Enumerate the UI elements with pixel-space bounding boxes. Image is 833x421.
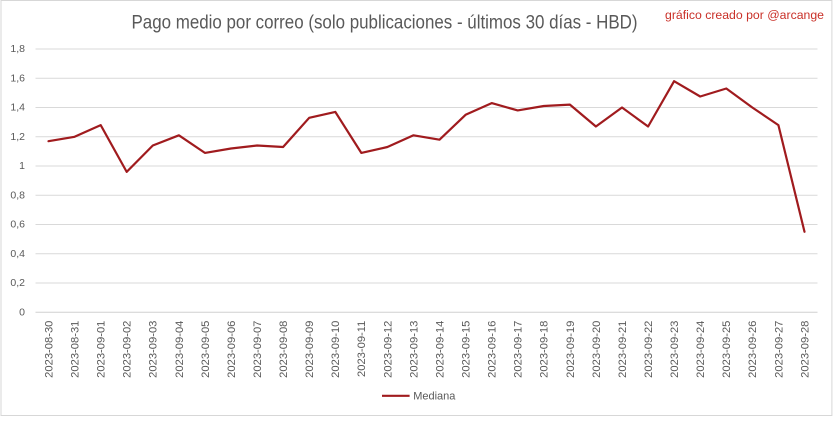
svg-text:2023-09-15: 2023-09-15 (461, 321, 473, 378)
svg-text:2023-09-09: 2023-09-09 (304, 321, 316, 378)
svg-text:1,4: 1,4 (10, 102, 25, 114)
svg-text:0: 0 (19, 306, 25, 318)
svg-text:2023-09-10: 2023-09-10 (330, 321, 342, 378)
svg-text:1: 1 (19, 160, 25, 172)
svg-text:2023-09-20: 2023-09-20 (591, 321, 603, 378)
svg-text:2023-09-13: 2023-09-13 (408, 321, 420, 378)
svg-text:1,6: 1,6 (10, 72, 25, 84)
svg-text:1,2: 1,2 (10, 131, 25, 143)
svg-text:2023-09-22: 2023-09-22 (643, 321, 655, 378)
svg-text:2023-09-21: 2023-09-21 (617, 321, 629, 378)
svg-text:2023-09-04: 2023-09-04 (174, 321, 186, 378)
svg-text:1,8: 1,8 (10, 43, 25, 55)
svg-text:2023-09-25: 2023-09-25 (721, 321, 733, 378)
svg-text:2023-09-06: 2023-09-06 (226, 321, 238, 378)
svg-text:0,6: 0,6 (10, 219, 25, 231)
svg-text:gráfico creado por @arcange: gráfico creado por @arcange (665, 8, 824, 22)
svg-text:2023-09-12: 2023-09-12 (382, 321, 394, 378)
svg-text:2023-09-01: 2023-09-01 (96, 321, 108, 378)
svg-text:2023-09-16: 2023-09-16 (487, 321, 499, 378)
svg-text:2023-09-07: 2023-09-07 (252, 321, 264, 378)
svg-text:2023-09-14: 2023-09-14 (434, 321, 446, 378)
svg-text:2023-09-24: 2023-09-24 (695, 321, 707, 378)
svg-text:2023-09-23: 2023-09-23 (669, 321, 681, 378)
svg-text:2023-08-30: 2023-08-30 (43, 321, 55, 378)
svg-text:2023-09-28: 2023-09-28 (799, 321, 811, 378)
svg-text:2023-08-31: 2023-08-31 (70, 321, 82, 378)
svg-text:2023-09-08: 2023-09-08 (278, 321, 290, 378)
svg-text:2023-09-05: 2023-09-05 (200, 321, 212, 378)
svg-text:2023-09-19: 2023-09-19 (565, 321, 577, 378)
svg-text:0,4: 0,4 (10, 248, 25, 260)
svg-text:0,8: 0,8 (10, 189, 25, 201)
svg-text:2023-09-26: 2023-09-26 (747, 321, 759, 378)
svg-text:2023-09-27: 2023-09-27 (773, 321, 785, 378)
svg-text:0,2: 0,2 (10, 277, 25, 289)
svg-text:2023-09-11: 2023-09-11 (356, 321, 368, 377)
svg-text:2023-09-03: 2023-09-03 (148, 321, 160, 378)
svg-text:Pago medio por correo (solo pu: Pago medio por correo (solo publicacione… (132, 12, 638, 33)
svg-text:2023-09-02: 2023-09-02 (122, 321, 134, 378)
svg-text:2023-09-18: 2023-09-18 (539, 321, 551, 378)
svg-text:2023-09-17: 2023-09-17 (513, 321, 525, 378)
svg-text:Mediana: Mediana (413, 391, 456, 403)
